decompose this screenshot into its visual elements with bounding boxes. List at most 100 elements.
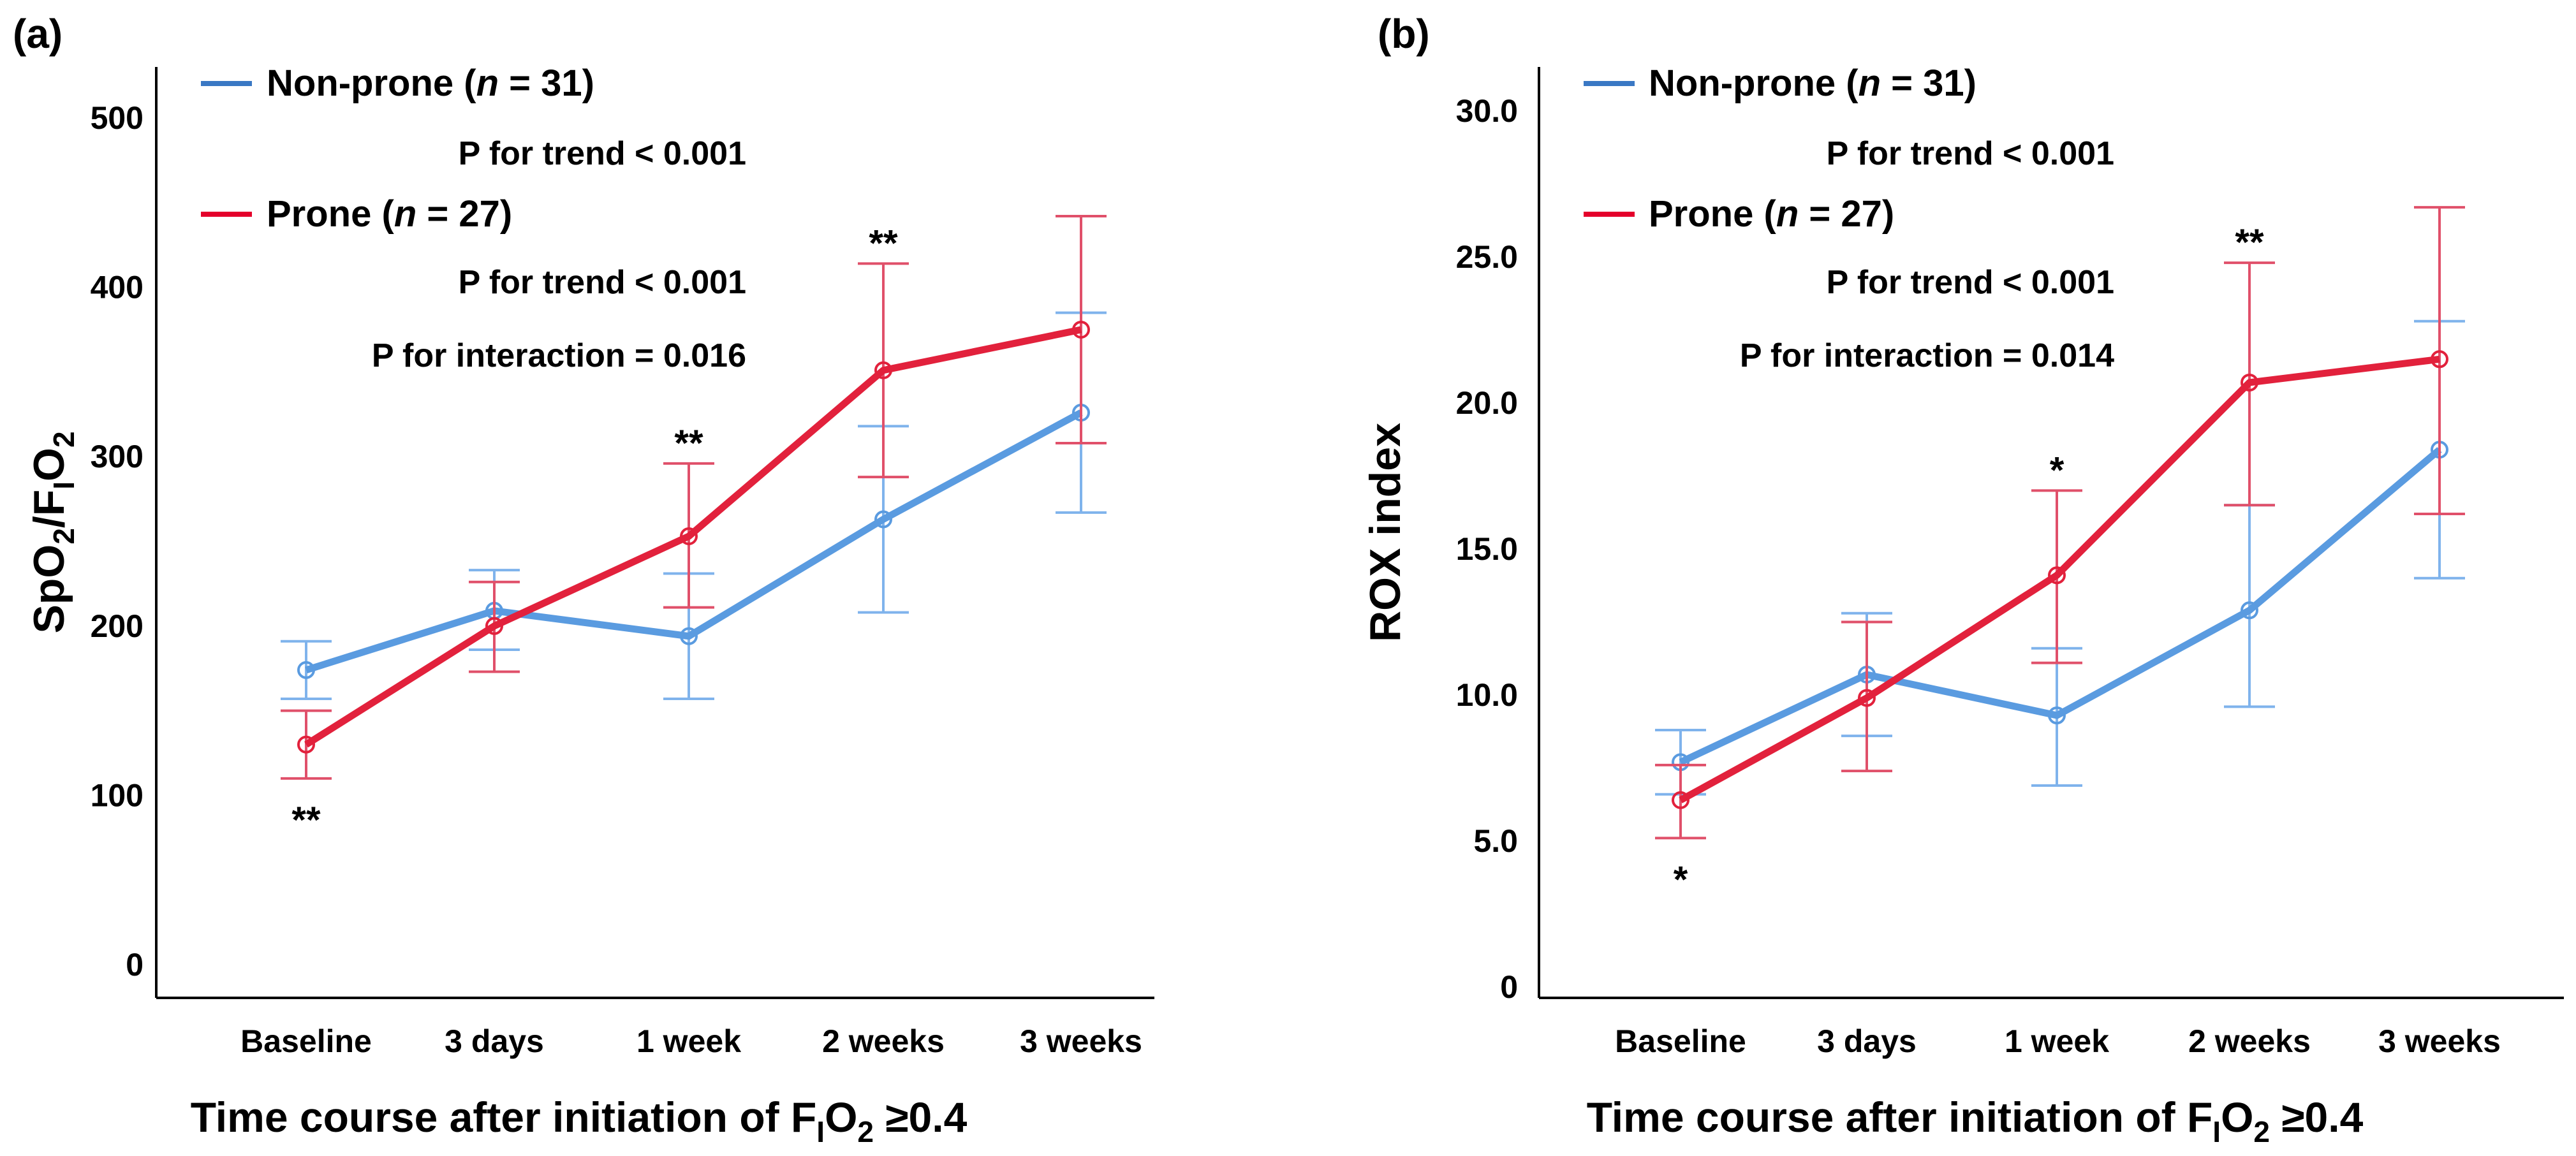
significance-marker: ** <box>674 423 703 464</box>
x-title-subscript: I <box>2212 1115 2221 1148</box>
series-line <box>1679 355 2440 803</box>
x-title-subscript: 2 <box>2253 1115 2270 1148</box>
legend-label: Non-prone (n = 31) <box>267 62 594 104</box>
data-point <box>2431 350 2448 369</box>
x-tick-label: 3 weeks <box>1020 1023 1142 1059</box>
data-point <box>2241 373 2258 391</box>
significance-marker: * <box>1674 859 1688 900</box>
trend-p-value: P for trend < 0.001 <box>1827 135 2114 172</box>
legend-n-label: n <box>1776 193 1799 235</box>
y-tick-label: 10.0 <box>1456 677 1518 713</box>
data-point <box>2241 601 2258 620</box>
y-title-subscript: 2 <box>47 528 80 545</box>
significance-marker: ** <box>291 800 321 841</box>
y-title-subscript: 2 <box>47 431 80 448</box>
y-axis-title: SpO2/FIO2 <box>25 431 80 633</box>
y-tick-label: 0 <box>1500 969 1518 1005</box>
x-tick-label: 1 week <box>2005 1023 2109 1059</box>
y-tick-label: 25.0 <box>1456 239 1518 275</box>
data-point <box>1072 321 1090 339</box>
significance-marker: ** <box>2235 222 2264 263</box>
x-tick-label: 2 weeks <box>822 1023 945 1059</box>
legend: Non-prone (n = 31)P for trend < 0.001Pro… <box>201 62 746 374</box>
series-line <box>305 409 1083 674</box>
legend: Non-prone (n = 31)P for trend < 0.001Pro… <box>1584 62 2114 374</box>
legend-name: Prone ( <box>1649 193 1776 235</box>
data-point <box>680 627 698 645</box>
panel-label: (b) <box>1378 11 1430 57</box>
x-axis-title: Time course after initiation of FIO2 ≥0.… <box>191 1094 968 1148</box>
legend-name: Non-prone ( <box>267 62 476 104</box>
y-axis-title: ROX index <box>1361 423 1409 642</box>
y-tick-label: 15.0 <box>1456 531 1518 567</box>
series-line <box>304 326 1082 748</box>
data-point <box>297 661 315 679</box>
x-tick-label: Baseline <box>1615 1023 1746 1059</box>
x-tick-label: 1 week <box>637 1023 741 1059</box>
trend-p-value: P for trend < 0.001 <box>1827 264 2114 301</box>
y-title-part: SpO <box>25 545 73 634</box>
x-tick-label: 2 weeks <box>2188 1023 2311 1059</box>
y-title-subscript: I <box>47 481 80 490</box>
significance-marker: ** <box>869 223 898 264</box>
data-point <box>2048 706 2066 725</box>
legend-n-label: n <box>1858 62 1881 104</box>
x-tick-label: Baseline <box>240 1023 372 1059</box>
data-point <box>2048 566 2066 585</box>
x-tick-label: 3 days <box>445 1023 544 1059</box>
series-non-prone <box>1655 319 2465 796</box>
x-axis-title: Time course after initiation of FIO2 ≥0.… <box>1587 1094 2364 1148</box>
y-tick-label: 500 <box>91 100 144 136</box>
interaction-p-value: P for interaction = 0.016 <box>372 337 746 374</box>
x-title-part: ≥0.4 <box>2270 1094 2364 1141</box>
y-tick-label: 300 <box>91 439 144 474</box>
significance-marker: * <box>2050 450 2064 491</box>
x-title-part: ≥0.4 <box>874 1094 968 1141</box>
data-point <box>485 617 503 635</box>
data-point <box>1858 689 1876 707</box>
y-tick-label: 0 <box>126 947 144 983</box>
series-prone <box>281 215 1107 780</box>
y-tick-label: 30.0 <box>1456 93 1518 129</box>
x-title-part: O <box>2221 1094 2253 1141</box>
x-tick-label: 3 days <box>1817 1023 1917 1059</box>
trend-p-value: P for trend < 0.001 <box>459 135 746 172</box>
legend-n-label: n <box>476 62 499 104</box>
legend-name: Prone ( <box>267 193 394 235</box>
legend-label: Prone (n = 27) <box>1649 193 1894 235</box>
panel-label: (a) <box>13 11 63 57</box>
x-title-subscript: I <box>816 1115 825 1148</box>
y-tick-label: 20.0 <box>1456 385 1518 421</box>
x-title-part: Time course after initiation of F <box>191 1094 817 1141</box>
chart-panel-b: (b) 0 5.0 10.0 15.0 20.0 25.0 30.0 Baseline 3 day… <box>1361 11 2564 1148</box>
y-tick-label: 100 <box>91 777 144 813</box>
data-point <box>680 527 698 546</box>
legend-n-value: = 31) <box>499 62 594 104</box>
data-point <box>874 361 892 379</box>
x-title-part: Time course after initiation of F <box>1587 1094 2213 1141</box>
data-point <box>1672 791 1689 809</box>
legend-name: Non-prone ( <box>1649 62 1858 104</box>
legend-n-value: = 31) <box>1881 62 1976 104</box>
interaction-p-value: P for interaction = 0.014 <box>1740 337 2114 374</box>
legend-label: Prone (n = 27) <box>267 193 512 235</box>
legend-n-value: = 27) <box>416 193 512 235</box>
data-point <box>874 510 892 529</box>
trend-p-value: P for trend < 0.001 <box>459 264 746 301</box>
series-line <box>1679 447 2442 766</box>
legend-n-label: n <box>394 193 416 235</box>
x-tick-label: 3 weeks <box>2378 1023 2501 1059</box>
y-tick-label: 200 <box>91 608 144 644</box>
y-tick-label: 5.0 <box>1473 823 1518 859</box>
legend-n-value: = 27) <box>1799 193 1894 235</box>
y-title-part: O <box>25 448 73 481</box>
x-title-subscript: 2 <box>857 1115 874 1148</box>
data-point <box>297 735 315 754</box>
legend-label: Non-prone (n = 31) <box>1649 62 1976 104</box>
y-title-part: /F <box>25 490 73 528</box>
chart-panel-a: (a) 0 100 200 300 400 500 Baseline 3 days 1 week 2… <box>13 11 1154 1148</box>
x-title-part: O <box>825 1094 857 1141</box>
y-tick-label: 400 <box>91 270 144 305</box>
series-prone <box>1655 206 2465 840</box>
